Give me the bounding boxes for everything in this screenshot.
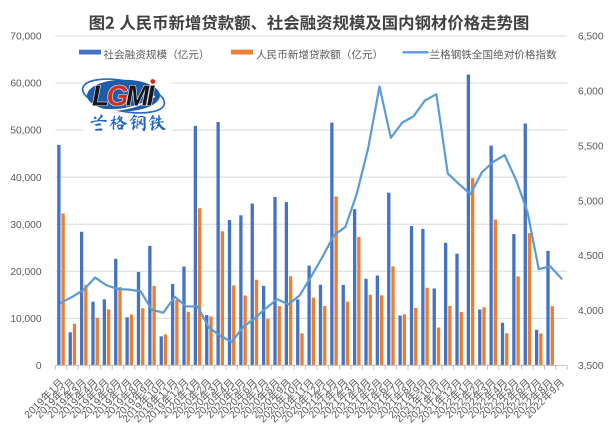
svg-text:60,000: 60,000 xyxy=(10,79,41,90)
svg-text:6,500: 6,500 xyxy=(578,32,604,43)
svg-text:10,000: 10,000 xyxy=(10,314,41,325)
svg-text:30,000: 30,000 xyxy=(10,220,41,231)
svg-text:6,000: 6,000 xyxy=(578,87,604,98)
svg-text:70,000: 70,000 xyxy=(10,32,41,43)
svg-text:5,000: 5,000 xyxy=(578,196,604,207)
svg-text:4,000: 4,000 xyxy=(578,306,604,317)
svg-text:5,500: 5,500 xyxy=(578,141,604,152)
svg-text:40,000: 40,000 xyxy=(10,173,41,184)
svg-text:50,000: 50,000 xyxy=(10,126,41,137)
svg-text:LGMI: LGMI xyxy=(92,81,155,113)
svg-text:20,000: 20,000 xyxy=(10,267,41,278)
svg-text:3,500: 3,500 xyxy=(578,361,604,372)
svg-text:4,500: 4,500 xyxy=(578,251,604,262)
svg-text:0: 0 xyxy=(36,361,42,372)
